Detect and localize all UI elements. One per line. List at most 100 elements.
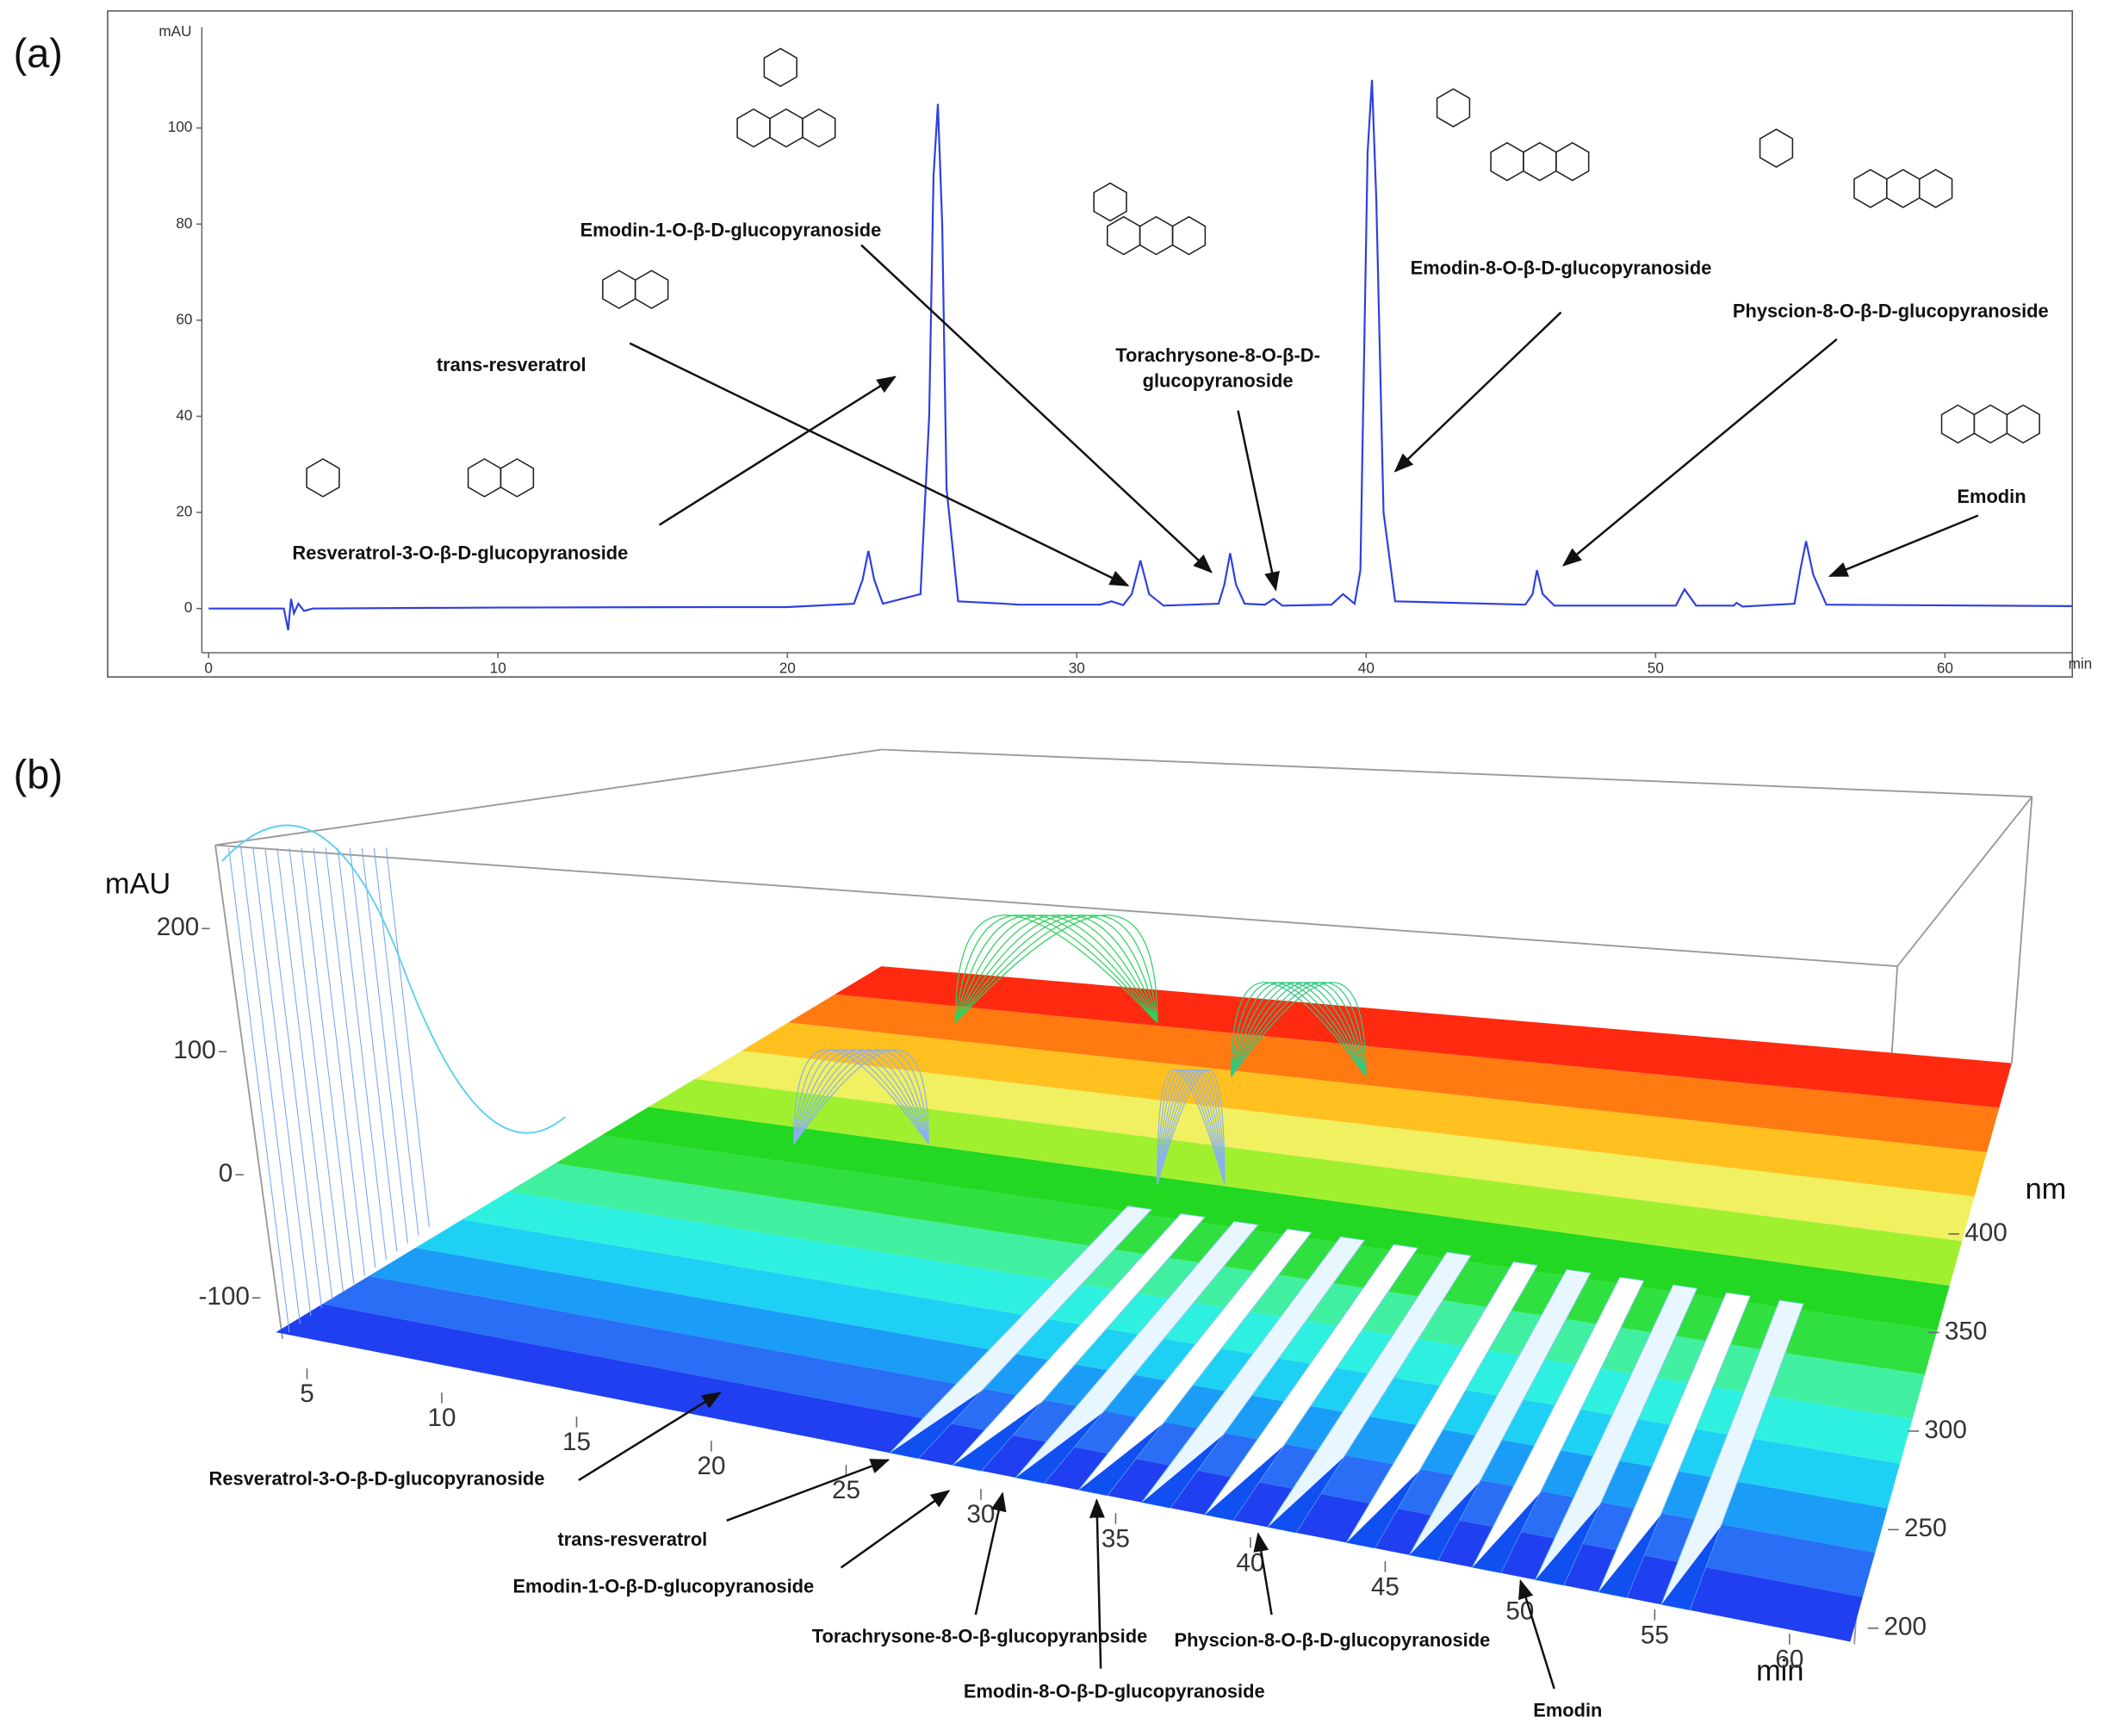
annotation-arrow <box>629 342 1130 586</box>
y-tick-label: 80 <box>176 214 192 232</box>
mesh <box>349 847 398 1252</box>
ridge-front <box>1472 1493 1540 1573</box>
annotation-arrow <box>1828 514 1979 578</box>
y-tick-label: 20 <box>176 503 192 520</box>
structure <box>634 270 669 309</box>
mesh <box>1231 982 1367 1077</box>
ridge-front <box>1204 1446 1284 1521</box>
structure <box>1853 169 1888 208</box>
mesh <box>1157 1069 1226 1185</box>
ridge <box>889 1206 1153 1460</box>
panel-label: (a) <box>14 31 63 76</box>
x-tick-label: 20 <box>697 1452 725 1480</box>
annotation: glucopyranoside <box>1143 370 1294 392</box>
structure <box>1885 169 1921 208</box>
x-tick-label: 0 <box>204 659 213 676</box>
annotation: Physcion-8-O-β-D-glucopyranoside <box>1733 300 2049 321</box>
mesh <box>313 847 365 1276</box>
annotation-arrow <box>1518 1578 1555 1690</box>
mesh <box>325 847 376 1268</box>
ridge <box>1408 1268 1592 1561</box>
z-tick-label: 200 <box>1884 1613 1927 1641</box>
mesh <box>1157 1069 1226 1185</box>
x-tick-label: 60 <box>1937 659 1953 676</box>
mesh <box>793 1049 929 1144</box>
y-tick-label: 0 <box>184 598 193 616</box>
structure <box>467 458 502 498</box>
mesh <box>1157 1069 1226 1185</box>
structure <box>500 458 535 498</box>
surface-band <box>835 966 2012 1108</box>
mesh <box>1231 982 1367 1077</box>
mesh <box>264 847 322 1309</box>
structure <box>1107 215 1141 256</box>
mesh <box>276 847 333 1300</box>
mesh <box>954 914 1158 1024</box>
mesh <box>793 1049 929 1144</box>
surface-band <box>462 1191 1913 1464</box>
ridge-front <box>1535 1504 1600 1586</box>
annotation: trans-resveratrol <box>558 1528 708 1550</box>
x-axis-label: min <box>2069 655 2093 673</box>
annotation: trans-resveratrol <box>437 354 586 375</box>
y-tick-label: 100 <box>173 1036 216 1064</box>
annotation-arrow <box>658 375 897 526</box>
mesh <box>954 914 1158 1024</box>
annotation: Emodin <box>1957 486 2026 507</box>
mesh <box>1157 1069 1226 1185</box>
box-edge <box>214 845 284 1340</box>
z-axis-label: nm <box>2026 1173 2067 1206</box>
annotation: Resveratrol-3-O-β-D-glucopyranoside <box>292 542 628 564</box>
mesh <box>793 1049 929 1144</box>
x-tick-label: 45 <box>1371 1572 1399 1601</box>
x-tick-label: 5 <box>300 1380 314 1408</box>
mesh <box>954 914 1158 1024</box>
structure <box>1973 404 2008 444</box>
structure <box>1490 141 1524 182</box>
ridge <box>1140 1236 1366 1509</box>
y-axis-label: mAU <box>105 867 171 900</box>
ridge-front <box>1015 1412 1103 1484</box>
mesh <box>1231 982 1367 1077</box>
x-tick-label: 30 <box>966 1500 995 1528</box>
mesh <box>385 847 430 1228</box>
mesh <box>289 847 344 1293</box>
panel-label: (b) <box>14 753 63 797</box>
annotation-arrow <box>1561 338 1838 567</box>
box-edge <box>1896 796 2033 967</box>
ridge <box>1267 1251 1472 1534</box>
mesh <box>240 847 301 1324</box>
annotation: Emodin-8-O-β-D-glucopyranoside <box>964 1681 1265 1702</box>
mesh <box>337 847 387 1260</box>
ridge <box>1077 1228 1313 1497</box>
box-edge <box>2011 797 2033 1063</box>
y-tick-label: 60 <box>176 310 192 327</box>
annotation-arrow <box>578 1392 722 1482</box>
mesh <box>1231 982 1367 1077</box>
surface-band <box>322 1275 1876 1597</box>
structure <box>306 458 340 498</box>
z-tick-label: 400 <box>1964 1218 2008 1247</box>
mesh <box>793 1049 929 1144</box>
y-tick-label: 0 <box>219 1159 233 1187</box>
mesh <box>793 1049 929 1144</box>
annotation: Resveratrol-3-O-β-D-glucopyranoside <box>209 1468 545 1490</box>
surface-band <box>601 1107 1950 1330</box>
ridge <box>1015 1220 1259 1484</box>
surface-band <box>508 1162 1925 1419</box>
mesh <box>954 914 1158 1024</box>
mesh <box>1157 1069 1226 1185</box>
structure <box>1759 128 1794 168</box>
mesh <box>252 847 312 1317</box>
mesh <box>1157 1069 1226 1185</box>
z-tick-label: 350 <box>1945 1317 1988 1345</box>
structure <box>1093 182 1127 222</box>
annotation-arrow <box>1253 1532 1273 1615</box>
structure <box>1918 169 1953 208</box>
annotation-arrow <box>974 1491 1007 1615</box>
mesh <box>373 847 419 1236</box>
structure <box>1436 88 1471 127</box>
panel-a-frame <box>107 9 2074 678</box>
annotation: Torachrysone-8-O-β-D- <box>1115 344 1320 366</box>
y-tick-label: -100 <box>198 1282 249 1311</box>
